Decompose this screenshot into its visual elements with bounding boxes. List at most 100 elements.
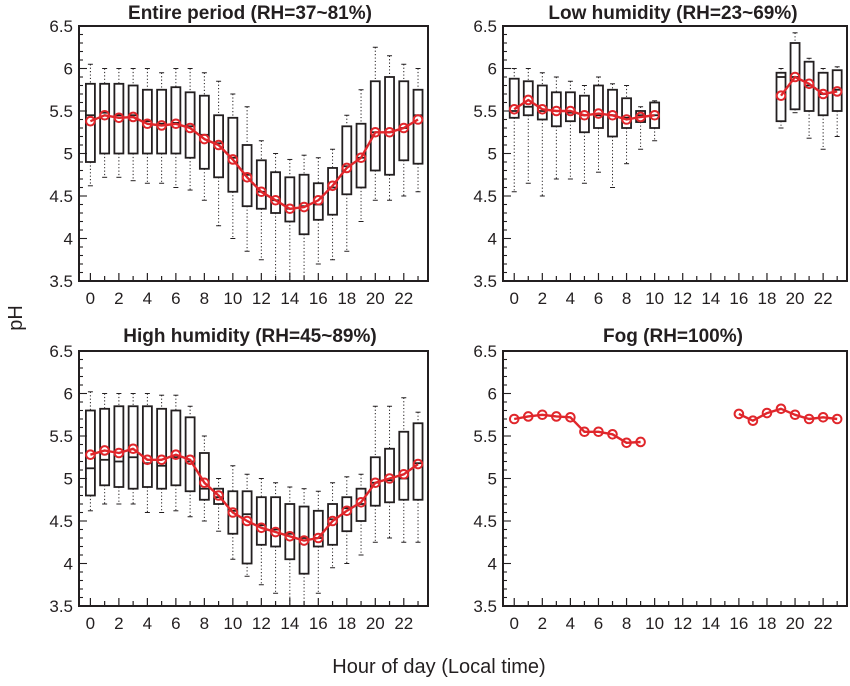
- mean-marker: [213, 139, 224, 151]
- mean-marker: [384, 473, 395, 484]
- mean-marker: [593, 108, 604, 119]
- mean-marker: [213, 490, 224, 501]
- x-tick-label: 2: [114, 614, 123, 633]
- box-plot: [522, 68, 534, 184]
- plot-frame: [502, 350, 848, 607]
- box-plot: [607, 83, 618, 188]
- y-tick-label: 4.5: [49, 512, 73, 531]
- mean-marker: [99, 109, 110, 121]
- panel-title: Fog (RH=100%): [603, 326, 743, 347]
- mean-marker: [355, 152, 367, 164]
- y-tick-label: 5: [488, 470, 497, 489]
- mean-marker: [85, 115, 96, 127]
- x-tick-label: 20: [786, 614, 805, 633]
- y-tick-label: 6.5: [473, 17, 497, 36]
- y-tick-label: 5: [64, 145, 73, 164]
- box-plot: [156, 394, 168, 513]
- mean-marker: [327, 515, 338, 527]
- box-plot: [298, 154, 310, 282]
- mean-marker: [227, 507, 239, 518]
- mean-marker: [256, 186, 267, 198]
- mean-marker: [241, 172, 253, 183]
- y-tick-label: 5.5: [473, 427, 497, 446]
- x-tick-label: 4: [143, 614, 152, 633]
- x-tick-label: 0: [86, 289, 95, 308]
- mean-marker: [621, 437, 632, 449]
- box-plot: [384, 405, 395, 539]
- panel-entire-period: Entire period (RH=37~81%) 0 2 4 6 8 10 12 14 16 1…: [49, 3, 429, 308]
- mean-marker: [551, 105, 562, 117]
- box-plot: [99, 68, 111, 178]
- box-plot: [649, 100, 661, 142]
- box: [593, 84, 604, 129]
- box-plot: [312, 157, 324, 265]
- box: [156, 407, 168, 490]
- box-plot: [550, 76, 562, 180]
- x-tick-label: 16: [729, 614, 748, 633]
- mean-marker: [635, 436, 646, 448]
- mean-marker: [127, 443, 139, 455]
- mean-marker: [341, 505, 353, 517]
- x-tick-label: 22: [814, 289, 833, 308]
- box: [508, 77, 520, 119]
- mean-marker: [227, 154, 239, 165]
- box-plot: [141, 393, 153, 513]
- mean-marker: [113, 112, 125, 124]
- box-plot: [255, 140, 267, 261]
- box-plot: [817, 68, 829, 150]
- x-tick-label: 6: [594, 614, 603, 633]
- mean-marker: [199, 133, 210, 145]
- box-plot: [593, 76, 604, 173]
- mean-marker: [775, 403, 787, 415]
- y-tick-label: 4.5: [49, 187, 73, 206]
- x-tick-label: 22: [394, 289, 413, 308]
- x-tick-label: 8: [200, 289, 209, 308]
- mean-marker: [85, 449, 96, 461]
- x-tick-label: 12: [673, 289, 692, 308]
- mean-marker: [355, 497, 367, 508]
- y-tick-label: 3.5: [473, 272, 497, 291]
- box-plot: [99, 393, 111, 505]
- box-plot: [156, 72, 168, 184]
- mean-marker: [522, 94, 534, 106]
- mean-marker: [284, 531, 296, 542]
- panel-title: Entire period (RH=37~81%): [128, 3, 372, 24]
- x-tick-label: 0: [509, 614, 518, 633]
- panel-low-humidity: Low humidity (RH=23~69%) 0 2 4 6 8 10 12 14 16 18…: [473, 3, 848, 308]
- box: [398, 430, 410, 501]
- mean-marker: [649, 109, 660, 121]
- x-tick-label: 10: [223, 289, 242, 308]
- x-tick-label: 0: [86, 614, 95, 633]
- panel-fog: Fog (RH=100%) 0 2 4 6 8 10 12 14 16 18 20 223.544.5…: [473, 326, 848, 633]
- x-tick-label: 22: [394, 614, 413, 633]
- panel-title: High humidity (RH=45~89%): [123, 326, 376, 347]
- y-tick-label: 5: [488, 145, 497, 164]
- box: [255, 496, 267, 546]
- mean-marker: [747, 415, 759, 427]
- x-tick-label: 22: [814, 614, 833, 633]
- x-tick-label: 6: [171, 614, 180, 633]
- x-tick-label: 12: [673, 614, 692, 633]
- x-tick-label: 4: [566, 289, 575, 308]
- mean-marker: [327, 180, 338, 192]
- mean-marker: [761, 407, 773, 419]
- mean-marker: [831, 86, 843, 97]
- y-tick-label: 6: [488, 60, 497, 79]
- x-tick-label: 8: [200, 614, 209, 633]
- box: [341, 125, 353, 196]
- x-tick-label: 16: [729, 289, 748, 308]
- mean-marker: [341, 162, 353, 174]
- box-plot: [412, 411, 424, 543]
- box: [312, 509, 324, 548]
- mean-marker: [803, 78, 815, 90]
- x-tick-label: 12: [252, 614, 271, 633]
- mean-line: [738, 407, 838, 422]
- mean-marker: [565, 105, 576, 117]
- x-tick-label: 12: [252, 289, 271, 308]
- box-plot: [284, 486, 296, 607]
- y-tick-label: 4.5: [473, 512, 497, 531]
- y-tick-label: 4.5: [473, 187, 497, 206]
- box-plot: [508, 68, 520, 193]
- x-tick-label: 20: [366, 614, 385, 633]
